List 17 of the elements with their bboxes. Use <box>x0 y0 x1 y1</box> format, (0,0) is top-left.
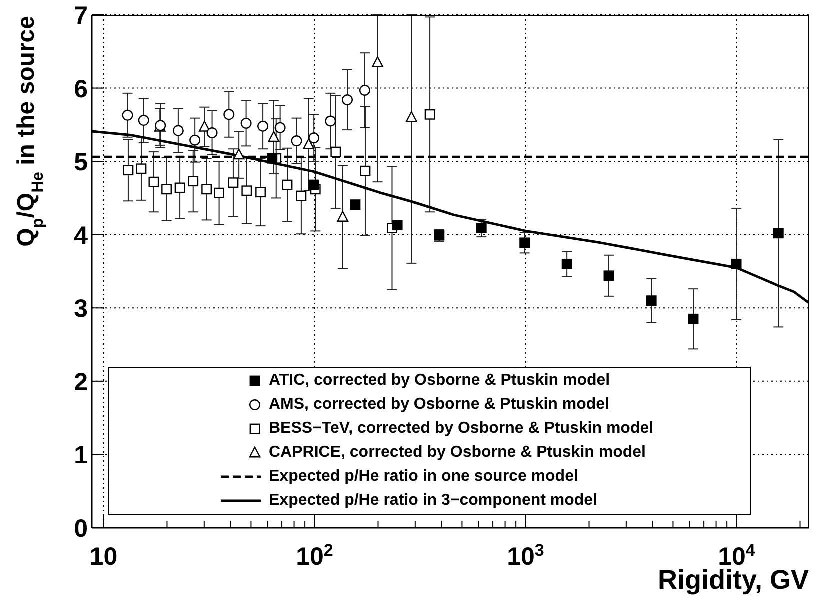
legend-label: AMS, corrected by Osborne & Ptuskin model <box>269 396 610 414</box>
y-tick-label: 4 <box>74 222 88 250</box>
legend-label: ATIC, corrected by Osborne & Ptuskin model <box>269 372 610 390</box>
x-tick-label: 10$^{2}$ <box>296 540 334 571</box>
legend-label: Expected p/He ratio in one source model <box>269 468 578 486</box>
x-tick-label: 10$^{3}$ <box>507 540 544 571</box>
x-tick-label: 10 <box>90 543 118 571</box>
y-tick-label: 6 <box>74 75 88 104</box>
y-tick-label: 3 <box>74 295 88 324</box>
y-tick-label: 5 <box>74 148 88 177</box>
legend-label: CAPRICE, corrected by Osborne & Ptuskin model <box>269 444 646 462</box>
y-tick-label: 7 <box>74 2 88 30</box>
y-tick-label: 0 <box>74 515 88 543</box>
y-tick-label: 1 <box>74 442 88 470</box>
y-tick-label: 2 <box>74 368 88 396</box>
legend-label: Expected p/He ratio in 3−component model <box>269 492 598 510</box>
legend-label: BESS−TeV, corrected by Osborne & Ptuskin model <box>269 420 654 438</box>
